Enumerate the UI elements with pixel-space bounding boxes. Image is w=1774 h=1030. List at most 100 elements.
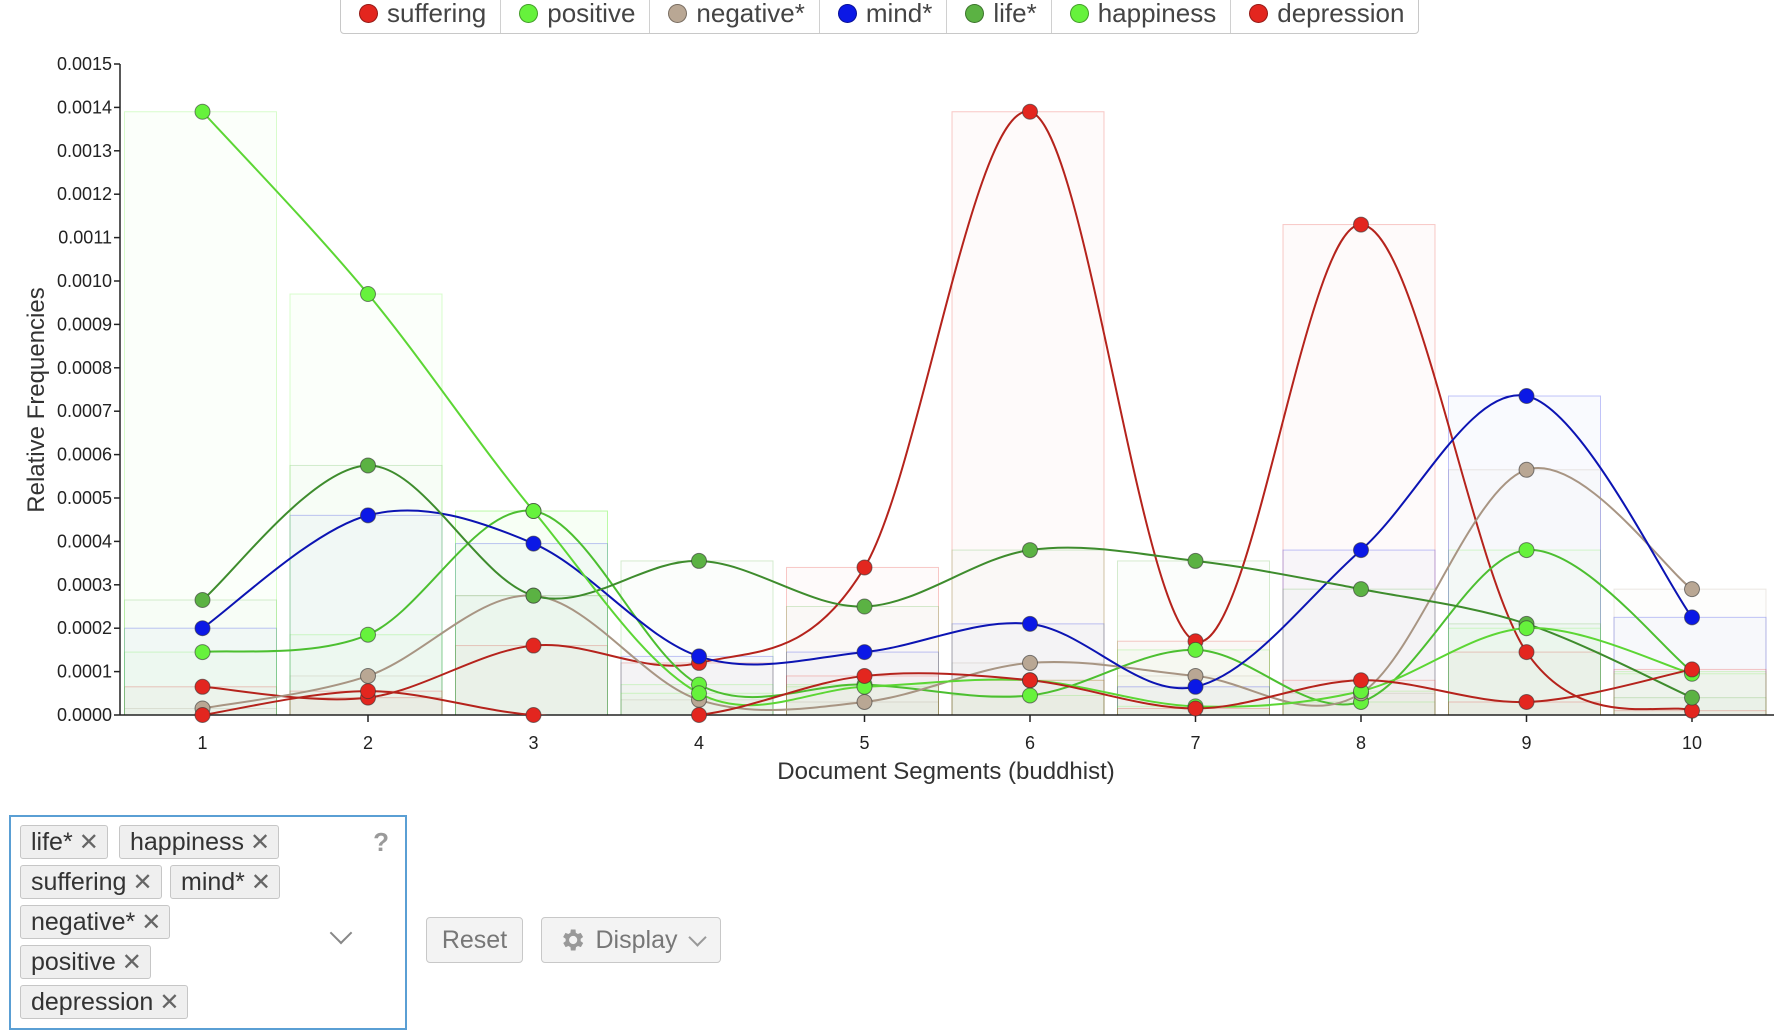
- series-line-negative: [202, 467, 1693, 712]
- legend-swatch: [359, 3, 378, 23]
- data-point-happiness: [525, 503, 542, 520]
- x-tick-label: 4: [694, 733, 704, 753]
- term-tag-input[interactable]: ? life* ✕ happiness ✕ suffering ✕ mind* ✕ negati…: [9, 815, 407, 1030]
- legend-label: mind*: [865, 0, 933, 28]
- y-tick-label: 0.0015: [57, 54, 112, 74]
- remove-tag-icon[interactable]: ✕: [159, 989, 180, 1016]
- term-tag-label: happiness: [130, 828, 244, 856]
- data-point-positive: [1187, 641, 1204, 658]
- y-tick-label: 0.0004: [57, 531, 112, 551]
- legend-swatch: [837, 3, 857, 23]
- term-tag-label: positive: [31, 948, 116, 976]
- legend-item-life[interactable]: life*: [947, 0, 1052, 33]
- data-point-life: [360, 457, 376, 474]
- x-tick-label: 9: [1521, 733, 1531, 753]
- data-point-happiness: [360, 286, 376, 303]
- legend-item-depression[interactable]: depression: [1231, 0, 1418, 33]
- data-point-mind: [1022, 615, 1038, 632]
- legend-item-negative[interactable]: negative*: [650, 0, 820, 33]
- help-icon[interactable]: ?: [373, 827, 389, 857]
- y-tick-label: 0.0005: [57, 488, 112, 508]
- remove-tag-icon[interactable]: ✕: [78, 829, 99, 856]
- y-tick-label: 0.0011: [58, 228, 112, 248]
- legend-label: life*: [993, 0, 1037, 28]
- data-point-mind: [1353, 542, 1369, 559]
- remove-tag-icon[interactable]: ✕: [249, 829, 271, 856]
- term-tag: depression ✕: [20, 985, 189, 1019]
- remove-tag-icon[interactable]: ✕: [250, 869, 272, 896]
- term-tag-label: depression: [31, 988, 154, 1016]
- data-point-depression: [1022, 672, 1038, 689]
- y-axis-label: Relative Frequencies: [23, 287, 50, 512]
- data-point-negative: [1022, 654, 1038, 671]
- data-point-negative: [1518, 461, 1535, 478]
- data-point-negative: [1684, 581, 1700, 598]
- term-tag: suffering ✕: [20, 865, 162, 899]
- data-point-happiness: [194, 103, 211, 120]
- data-point-mind: [360, 507, 376, 524]
- reset-button[interactable]: Reset: [426, 917, 523, 963]
- chevron-down-icon[interactable]: [329, 921, 353, 945]
- x-tick-label: 1: [197, 733, 207, 753]
- data-point-suffering: [1518, 644, 1535, 661]
- data-point-positive: [360, 626, 376, 643]
- legend-label: negative*: [696, 0, 805, 28]
- data-point-mind: [1518, 388, 1535, 405]
- legend-item-happiness[interactable]: happiness: [1052, 0, 1232, 33]
- data-point-mind: [856, 644, 873, 661]
- data-point-depression: [525, 707, 542, 723]
- legend-swatch: [668, 3, 688, 23]
- remove-tag-icon[interactable]: ✕: [121, 949, 142, 976]
- data-point-life: [856, 598, 873, 615]
- data-point-mind: [691, 648, 707, 665]
- data-point-mind: [194, 620, 211, 637]
- y-tick-label: 0.0007: [57, 401, 112, 421]
- data-point-suffering: [194, 678, 211, 695]
- term-tag: negative* ✕: [20, 905, 171, 939]
- data-point-suffering: [1022, 103, 1038, 120]
- series-line-life: [201, 464, 1693, 699]
- remove-tag-icon[interactable]: ✕: [132, 869, 153, 896]
- data-point-life: [691, 552, 707, 569]
- y-tick-label: 0.0003: [57, 575, 112, 595]
- x-tick-label: 7: [1190, 733, 1200, 753]
- data-point-positive: [1022, 687, 1038, 704]
- legend-label: happiness: [1097, 0, 1217, 28]
- remove-tag-icon[interactable]: ✕: [141, 909, 162, 936]
- legend-swatch: [519, 3, 539, 23]
- y-tick-label: 0.0001: [57, 662, 112, 682]
- series-line-positive: [202, 509, 1693, 706]
- display-button[interactable]: Display: [541, 917, 721, 963]
- axes-layer: 0.0000 0.0001 0.0002 0.0003 0.0004 0.0005 0.00…: [57, 54, 1774, 753]
- data-point-mind: [525, 535, 542, 552]
- x-tick-label: 2: [363, 733, 373, 753]
- y-tick-label: 0.0002: [57, 618, 112, 638]
- legend-item-mind[interactable]: mind*: [820, 0, 948, 33]
- data-point-happiness: [691, 685, 707, 702]
- y-tick-label: 0.0000: [57, 705, 112, 725]
- term-tag: life* ✕: [20, 825, 108, 859]
- x-tick-label: 10: [1682, 733, 1702, 753]
- y-tick-label: 0.0012: [57, 184, 112, 204]
- data-point-depression: [360, 683, 376, 700]
- legend-label: suffering: [387, 0, 487, 28]
- y-tick-label: 0.0006: [57, 445, 112, 465]
- legend-item-suffering[interactable]: suffering: [341, 0, 502, 33]
- frequency-chart: 0.0000 0.0001 0.0002 0.0003 0.0004 0.0005 0.00…: [23, 54, 1774, 785]
- data-point-depression: [691, 707, 707, 723]
- y-tick-label: 0.0008: [57, 358, 112, 378]
- data-point-depression: [194, 707, 211, 723]
- chart-legend: suffering positive negative* mind* life* happ…: [340, 0, 1420, 34]
- term-tag: mind* ✕: [170, 865, 281, 899]
- legend-label: depression: [1277, 0, 1405, 28]
- term-tag-label: life*: [31, 828, 73, 856]
- y-tick-label: 0.0009: [57, 314, 112, 334]
- legend-label: positive: [547, 0, 636, 28]
- y-tick-label: 0.0013: [57, 141, 112, 161]
- reset-button-label: Reset: [441, 925, 508, 954]
- term-tag-label: mind*: [181, 868, 245, 896]
- data-point-depression: [1187, 700, 1204, 717]
- data-point-depression: [1353, 672, 1369, 689]
- data-point-mind: [1684, 609, 1700, 626]
- legend-item-positive[interactable]: positive: [501, 0, 651, 33]
